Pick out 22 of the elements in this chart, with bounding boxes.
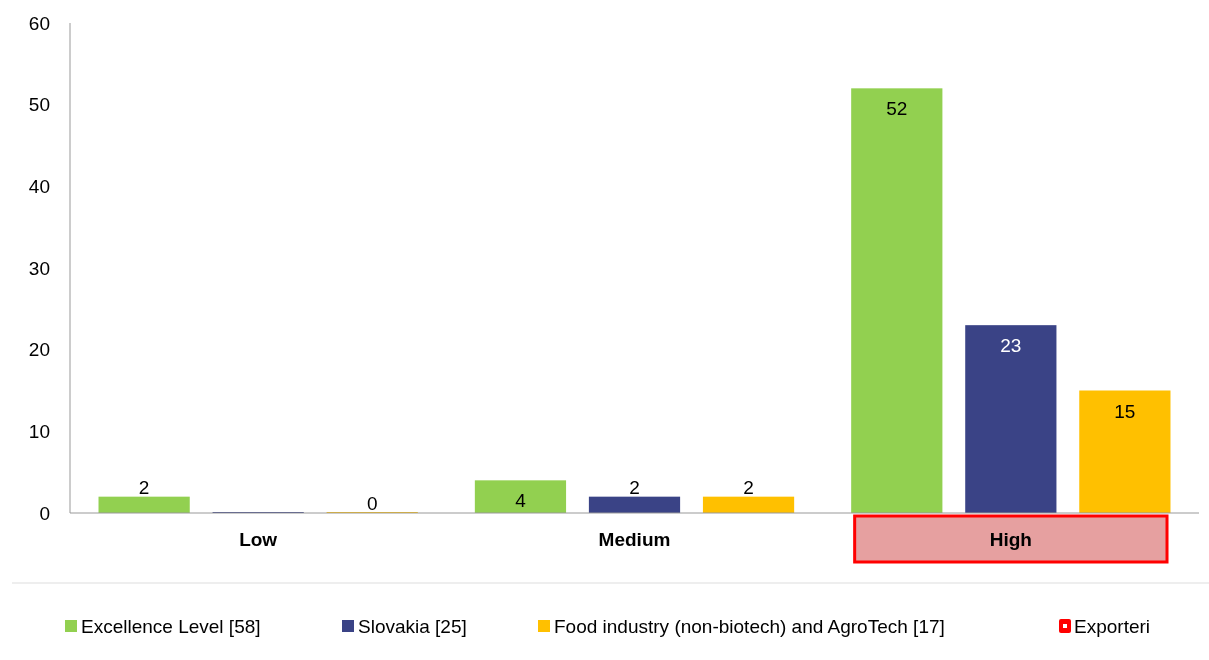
y-tick-label: 30 — [28, 257, 50, 279]
data-label: 2 — [138, 476, 150, 498]
data-label: 23 — [1000, 335, 1022, 357]
y-tick-label: 0 — [39, 502, 50, 524]
data-label: 2 — [629, 476, 640, 498]
y-tick-label: 50 — [28, 94, 50, 116]
data-label: 4 — [515, 490, 527, 512]
x-tick-label: High — [989, 528, 1032, 550]
data-label: 52 — [886, 98, 908, 120]
text: Exporteri — [1074, 615, 1151, 637]
data-label: 15 — [1114, 400, 1136, 422]
x-tick-label: Medium — [598, 528, 671, 550]
y-tick-label: 40 — [28, 175, 50, 197]
y-tick-label: 60 — [28, 12, 50, 34]
x-tick-label: Low — [239, 528, 278, 550]
data-label: 2 — [743, 476, 754, 498]
legend-label: Excellence Level [58] — [81, 615, 261, 637]
legend-label: Food industry (non-biotech) and AgroTech [17] — [554, 615, 945, 637]
data-label: 0 — [366, 493, 378, 514]
y-tick-label: 20 — [28, 339, 50, 361]
y-tick-label: 10 — [28, 420, 50, 442]
legend-label: Slovakia [25] — [358, 615, 467, 637]
